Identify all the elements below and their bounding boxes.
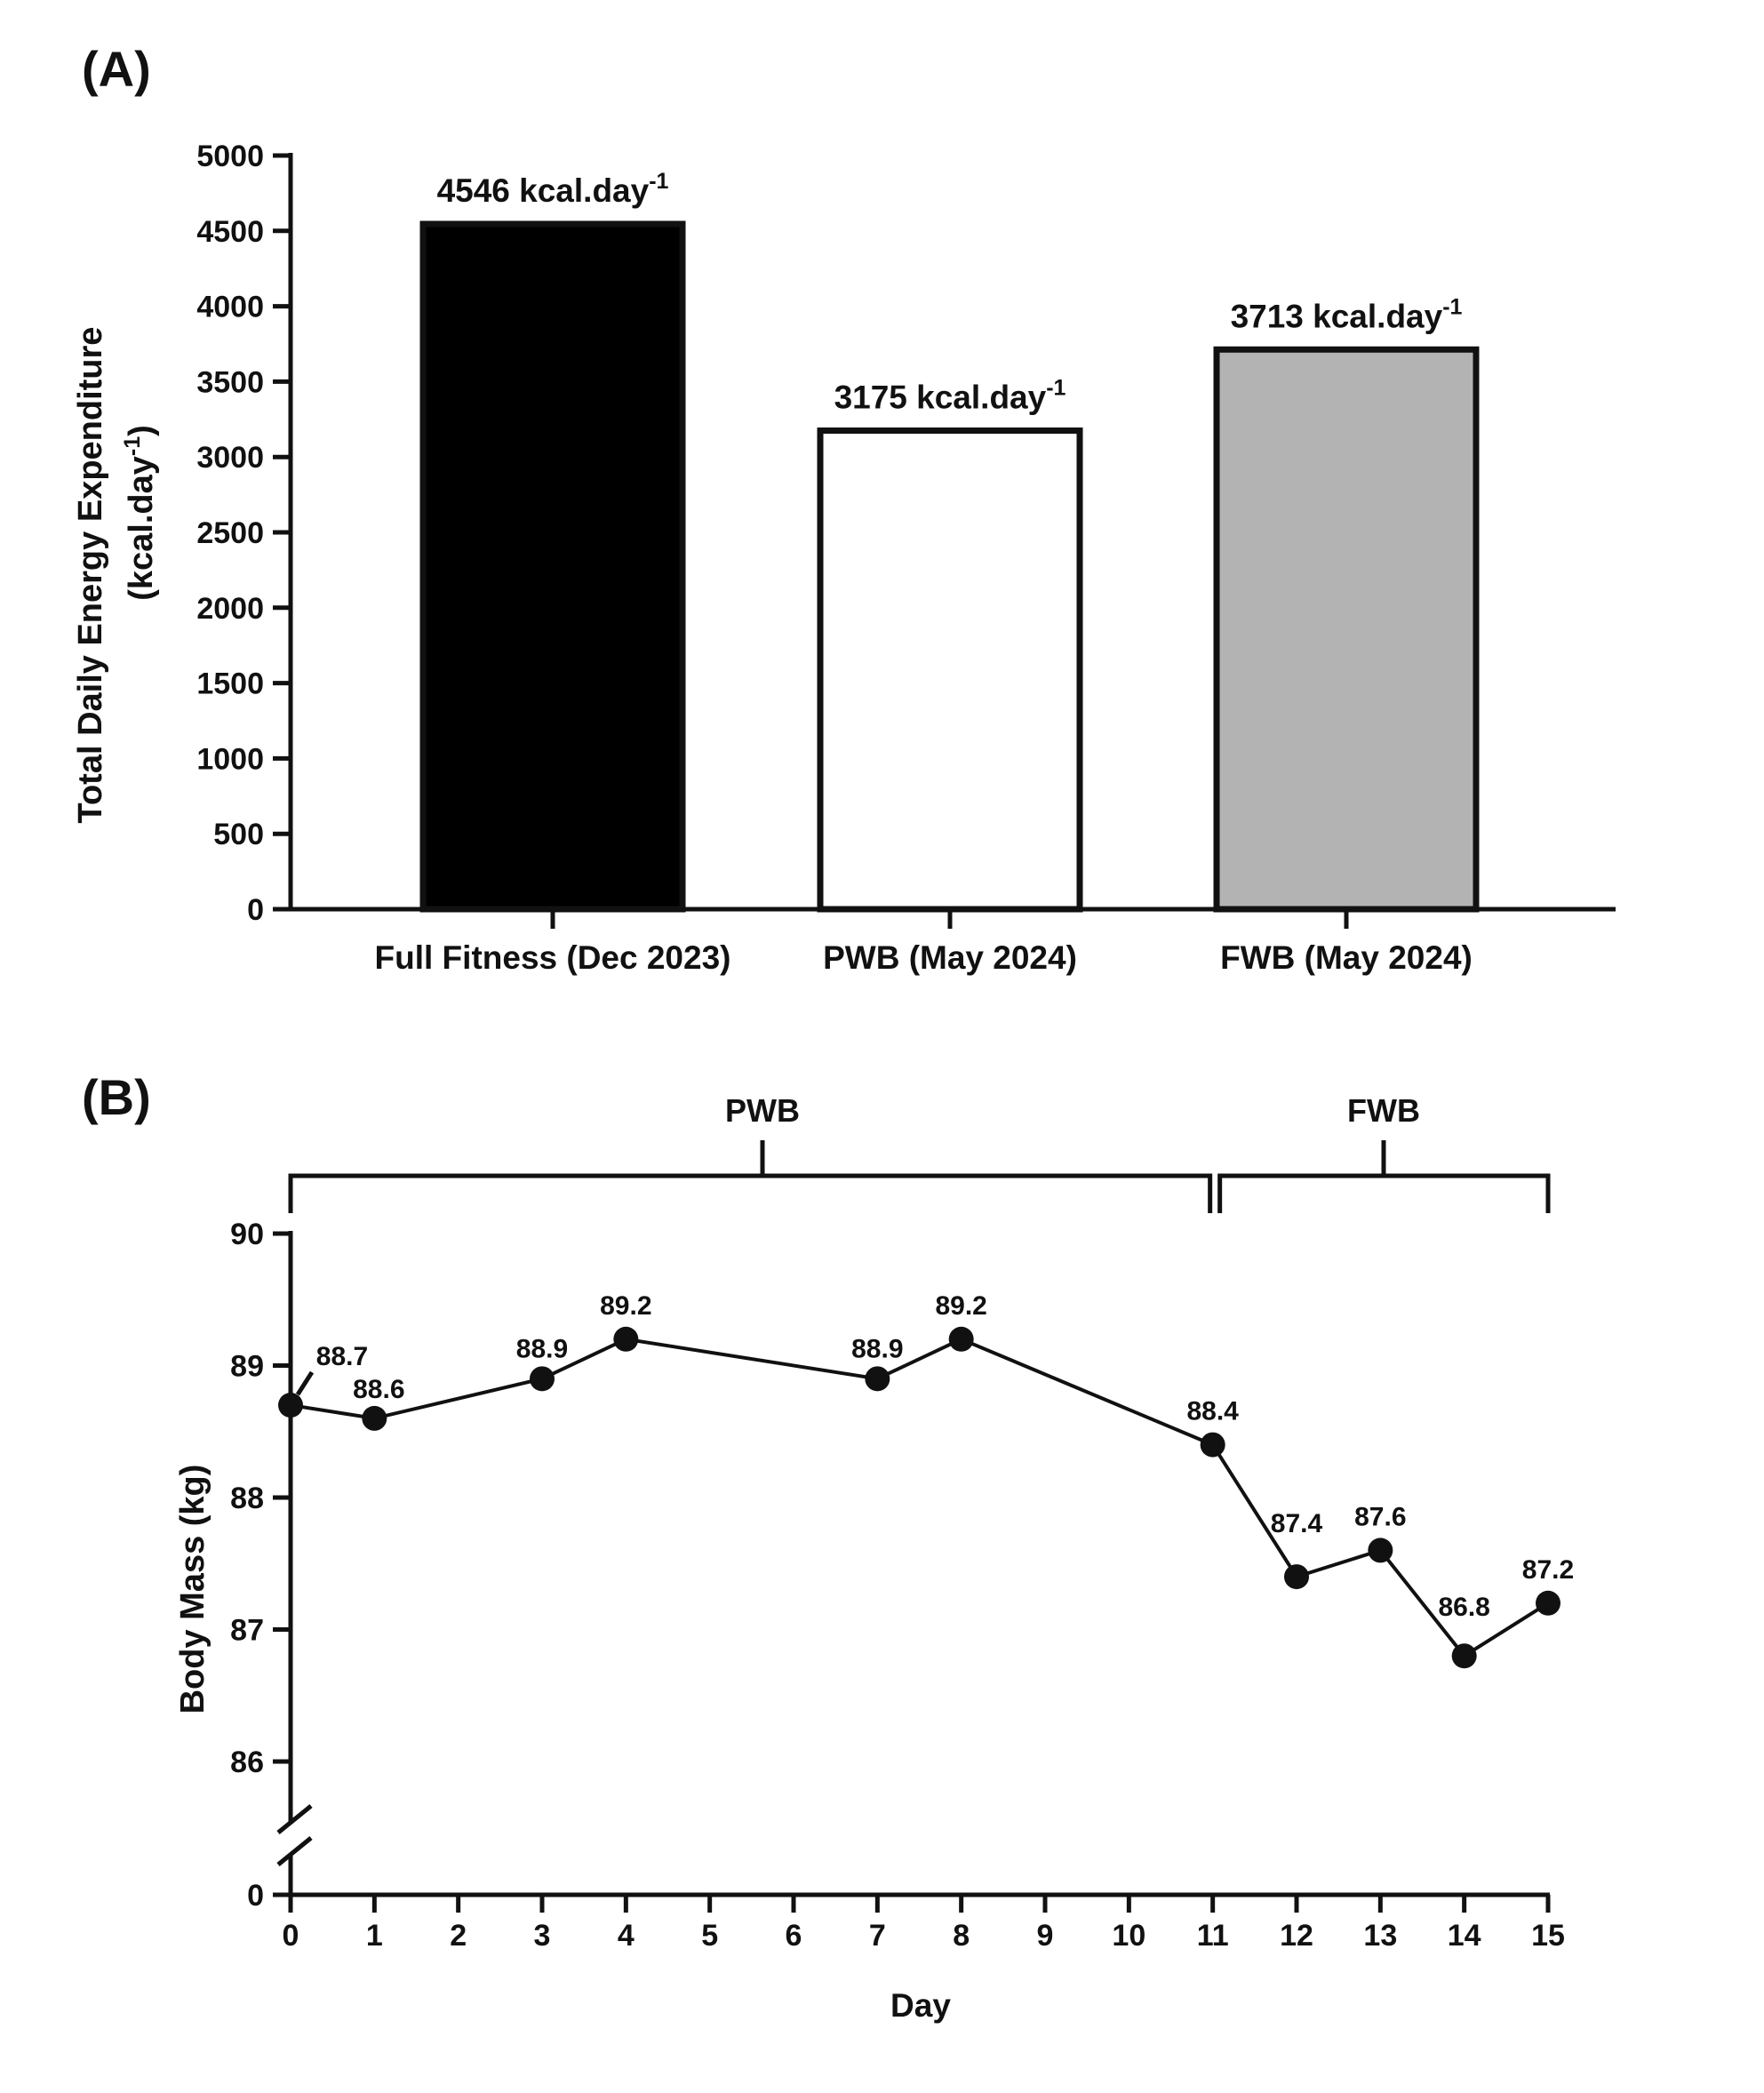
point-value-label: 88.4 xyxy=(1186,1397,1239,1426)
data-point xyxy=(1368,1538,1393,1563)
point-label-leader xyxy=(295,1370,315,1396)
data-point xyxy=(865,1366,890,1392)
bar-value-sup: -1 xyxy=(1442,294,1462,319)
panel-b-points xyxy=(278,1326,1560,1669)
panel-a-y-axis-title-line2: (kcal.day-1) xyxy=(120,425,160,601)
ylabel-unit-text: (kcal.day xyxy=(123,456,160,601)
x-tick-label: 3 xyxy=(534,1919,551,1953)
bar-value-text: 4546 kcal.day xyxy=(437,172,650,209)
x-tick-label: 6 xyxy=(786,1919,802,1953)
category-label: Full Fitness (Dec 2023) xyxy=(375,939,731,976)
ylabel-unit-close: ) xyxy=(123,425,160,436)
bar-value-text: 3713 kcal.day xyxy=(1231,298,1443,334)
x-tick-label: 2 xyxy=(450,1919,467,1953)
x-tick-label: 10 xyxy=(1112,1919,1145,1953)
y-tick-label: 1000 xyxy=(196,742,264,776)
point-value-label: 87.6 xyxy=(1354,1502,1406,1531)
point-value-label: 88.7 xyxy=(316,1342,368,1371)
panel-a-y-axis-title-line1: Total Daily Energy Expenditure xyxy=(72,327,109,824)
y-tick-label: 4000 xyxy=(196,291,264,324)
panel-b-y-axis-title: Body Mass (kg) xyxy=(174,1465,212,1714)
bar xyxy=(817,427,1083,913)
y-tick-label: 2000 xyxy=(196,592,264,626)
x-tick-label: 0 xyxy=(283,1919,299,1953)
panel-b-point-labels: 88.7 88.6 88.9 89.2 88.9 89.2 88.4 87.4 87.6 86.8… xyxy=(295,1291,1574,1622)
x-tick-label: 9 xyxy=(1037,1919,1054,1953)
panel-a-bars xyxy=(419,220,1480,913)
point-value-label: 88.9 xyxy=(516,1334,568,1363)
y-tick-label: 88 xyxy=(230,1482,264,1515)
data-point xyxy=(948,1326,974,1352)
y-tick-label: 3500 xyxy=(196,365,264,399)
x-tick-label: 14 xyxy=(1448,1919,1481,1953)
point-value-label: 89.2 xyxy=(600,1291,651,1321)
point-value-label: 86.8 xyxy=(1438,1593,1489,1622)
y-break-zero-label: 0 xyxy=(247,1879,264,1913)
y-tick-label: 86 xyxy=(230,1745,264,1779)
x-tick-label: 15 xyxy=(1531,1919,1565,1953)
category-label: PWB (May 2024) xyxy=(823,939,1077,976)
panel-b-x-axis-title: Day xyxy=(890,1987,951,2024)
bar-value-text: 3175 kcal.day xyxy=(834,379,1047,416)
bar xyxy=(419,220,686,913)
ylabel-unit-sup: -1 xyxy=(120,436,145,456)
y-tick-label: 1500 xyxy=(196,667,264,701)
point-value-label: 89.2 xyxy=(935,1291,986,1321)
panel-a-category-labels: Full Fitness (Dec 2023) PWB (May 2024) FWB… xyxy=(375,909,1473,976)
x-tick-label: 5 xyxy=(701,1919,718,1953)
y-tick-label: 0 xyxy=(247,893,264,927)
data-point xyxy=(1284,1564,1309,1590)
y-tick-label: 4500 xyxy=(196,215,264,249)
y-tick-label: 500 xyxy=(213,818,264,851)
bar-value-label: 3175 kcal.day-1 xyxy=(834,376,1066,416)
data-point xyxy=(278,1393,303,1418)
panel-b-label: (B) xyxy=(82,1069,151,1125)
bar-value-label: 4546 kcal.day-1 xyxy=(437,169,669,209)
x-tick-label: 13 xyxy=(1363,1919,1397,1953)
x-tick-label: 7 xyxy=(869,1919,886,1953)
panel-a-y-ticks: 0 500 1000 1500 2000 2500 3000 3500 4000 4500 5000 xyxy=(196,140,291,927)
phase-label: PWB xyxy=(725,1092,800,1129)
x-tick-label: 1 xyxy=(366,1919,383,1953)
data-point xyxy=(613,1326,639,1352)
point-value-label: 87.4 xyxy=(1271,1509,1323,1538)
point-value-label: 87.2 xyxy=(1522,1555,1574,1585)
data-point xyxy=(362,1405,387,1431)
panel-b-axes xyxy=(276,1231,1550,1897)
bar-value-sup: -1 xyxy=(649,169,668,194)
panel-b-x-ticks: 0 1 2 3 4 5 6 7 8 9 10 11 12 13 14 15 xyxy=(283,1895,1565,1953)
point-value-label: 88.9 xyxy=(851,1334,903,1363)
y-tick-label: 5000 xyxy=(196,140,264,173)
data-point xyxy=(1536,1590,1560,1616)
x-tick-label: 11 xyxy=(1197,1919,1229,1953)
panel-a-bar-chart: (A) 0 500 1000 1500 2000 2500 3000 3500 4000 4500… xyxy=(72,41,1616,976)
x-tick-label: 12 xyxy=(1280,1919,1313,1953)
y-tick-label: 2500 xyxy=(196,516,264,550)
y-tick-label: 3000 xyxy=(196,441,264,475)
data-point xyxy=(530,1366,555,1392)
bar-value-sup: -1 xyxy=(1046,376,1066,401)
y-tick-label: 87 xyxy=(230,1614,264,1648)
data-point xyxy=(1200,1432,1225,1458)
panel-b-series-line xyxy=(290,1337,1550,1658)
bar xyxy=(1213,346,1480,913)
x-tick-label: 8 xyxy=(953,1919,970,1953)
point-value-label: 88.6 xyxy=(353,1375,404,1404)
x-tick-label: 4 xyxy=(618,1919,635,1953)
y-tick-label: 90 xyxy=(230,1218,264,1251)
phase-label: FWB xyxy=(1347,1092,1420,1129)
axis-break-mark xyxy=(276,1804,313,1834)
bar-value-label: 3713 kcal.day-1 xyxy=(1231,294,1463,334)
axis-break-mark xyxy=(276,1836,313,1866)
category-label: FWB (May 2024) xyxy=(1220,939,1473,976)
panel-a-label: (A) xyxy=(82,41,151,97)
y-tick-label: 89 xyxy=(230,1350,264,1384)
panel-b-y-ticks: 86 87 88 89 90 0 xyxy=(230,1218,291,1913)
data-point xyxy=(1451,1643,1477,1669)
panel-b-phase-brackets: PWB FWB xyxy=(288,1092,1551,1213)
